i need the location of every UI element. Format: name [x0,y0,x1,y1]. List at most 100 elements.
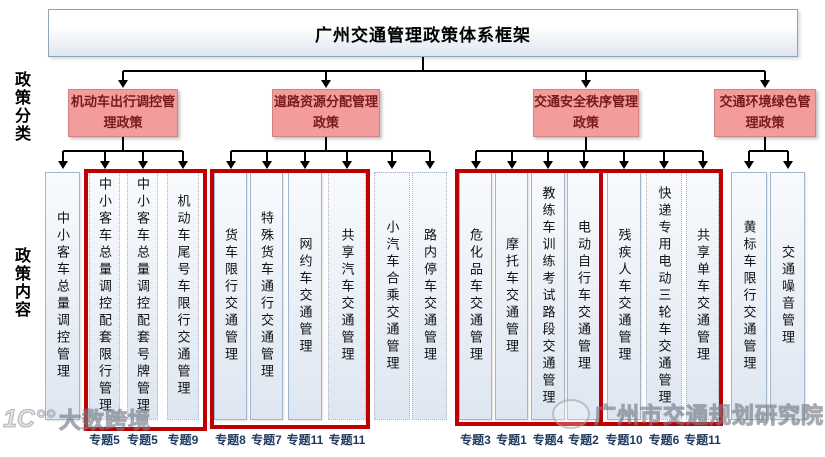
policy-column-text: 交通噪音管理 [780,245,795,347]
topic-label: 专题1 [496,433,527,447]
arrow-down-icon [619,161,629,169]
connector-line [663,151,665,161]
connector-line [510,151,513,161]
connector-line [123,70,765,72]
connector-line [304,151,306,161]
connector-line [229,151,232,161]
policy-category-label: 机动车出行调控管理政策 [70,94,175,130]
connector-line [475,150,703,152]
arrow-down-icon [387,161,397,169]
arrow-down-icon [57,161,68,169]
policy-column: 中小客车总量调控配套号牌管理 [127,172,158,420]
policy-column: 教练车训练考试路段交通管理 [531,172,565,420]
arrow-down-icon [137,161,148,169]
policy-column: 特殊货车通行交通管理 [250,172,283,420]
arrow-down-icon [744,161,754,169]
connector-line [623,151,625,161]
connector-line [122,137,124,151]
policy-column: 机动车尾号车限行交通管理 [167,172,199,420]
topic-label: 专题7 [251,433,282,447]
arrow-down-icon [470,161,481,169]
connector-line [786,151,789,161]
policy-column: 残疾人车交通管理 [607,172,641,420]
arrow-down-icon [225,161,236,169]
connector-line [701,151,704,161]
policy-column: 交通噪音管理 [770,172,805,420]
connector-line [428,151,431,161]
policy-column-text: 路内停车交通管理 [422,228,437,364]
connector-line [122,71,124,80]
connector-line [764,137,766,151]
policy-column-text: 共享单车交通管理 [695,228,710,364]
connector-line [547,151,549,161]
policy-column-text: 中小客车总量调控配套限行管理 [97,177,112,415]
topic-label: 专题2 [568,433,599,447]
arrow-down-icon [506,161,517,169]
policy-column: 黄标车限行交通管理 [731,172,767,420]
topic-label: 专题9 [167,433,199,447]
connector-line [62,150,183,152]
arrow-down-icon [99,161,110,169]
connector-line [325,137,327,151]
connector-line [422,57,424,71]
connector-line [585,71,587,80]
policy-column-text: 教练车训练考试路段交通管理 [540,185,556,407]
topic-label: 专题11 [328,433,366,447]
policy-column-text: 货车限行交通管理 [223,228,238,364]
topic-label: 专题11 [286,433,324,447]
topic-label: 专题8 [215,433,246,447]
policy-column-text: 黄标车限行交通管理 [741,219,757,373]
connector-line [582,151,585,161]
arrow-down-icon [261,161,272,169]
connector-line [141,151,144,161]
topic-label: 专题5 [127,433,158,447]
policy-column-text: 网约车交通管理 [297,236,313,356]
policy-column: 快递专用电动三轮车交通管理 [646,172,682,420]
policy-column-text: 小汽车合乘交通管理 [384,219,400,373]
policy-category-box: 机动车出行调控管理政策 [68,89,178,137]
connector-line [61,151,64,161]
side-label-policy-category: 政策分类 [12,71,29,143]
topic-label: 专题11 [684,433,721,447]
policy-column-text: 残疾人车交通管理 [616,228,632,364]
policy-column: 货车限行交通管理 [214,172,247,420]
arrow-down-icon [342,161,352,169]
connector-line [103,151,106,161]
connector-line [585,137,587,151]
diagram-title-box: 广州交通管理政策体系框架 [48,9,798,57]
arrow-down-icon [659,161,669,169]
topic-label: 专题10 [605,433,643,447]
policy-column: 共享汽车交通管理 [328,172,366,420]
policy-column-text: 特殊货车通行交通管理 [259,211,274,381]
policy-category-box: 交通环境绿色管理政策 [714,89,816,137]
policy-column: 摩托车交通管理 [495,172,528,420]
side-label-policy-content: 政策内容 [12,247,29,319]
policy-category-box: 道路资源分配管理政策 [272,89,380,137]
connector-line [391,151,393,161]
connector-line [230,150,430,152]
diagram-title: 广州交通管理政策体系框架 [315,25,531,45]
connector-line [749,150,788,152]
policy-category-label: 交通环境绿色管理政策 [719,94,811,130]
arrow-down-icon [543,161,553,169]
policy-column: 小汽车合乘交通管理 [374,172,410,420]
policy-category-label: 交通安全秩序管理政策 [534,94,639,130]
connector-line [474,151,477,161]
policy-column-text: 电动自行车交通管理 [576,219,591,373]
policy-column: 路内停车交通管理 [412,172,447,420]
policy-column-text: 危化品车交通管理 [468,228,483,364]
arrow-down-icon [321,80,331,88]
policy-column: 中小客车总量调控配套限行管理 [89,172,120,420]
policy-column: 网约车交通管理 [288,172,322,420]
connector-line [182,151,184,161]
topic-label: 专题4 [532,433,564,447]
policy-column: 中小客车总量调控管理 [45,172,80,420]
arrow-down-icon [178,161,188,169]
policy-category-box: 交通安全秩序管理政策 [533,89,639,137]
connector-line [764,71,766,80]
connector-line [325,71,327,80]
policy-column: 危化品车交通管理 [459,172,492,420]
topic-label: 专题6 [648,433,680,447]
policy-column-text: 中小客车总量调控配套号牌管理 [135,177,150,415]
policy-column: 电动自行车交通管理 [567,172,600,420]
